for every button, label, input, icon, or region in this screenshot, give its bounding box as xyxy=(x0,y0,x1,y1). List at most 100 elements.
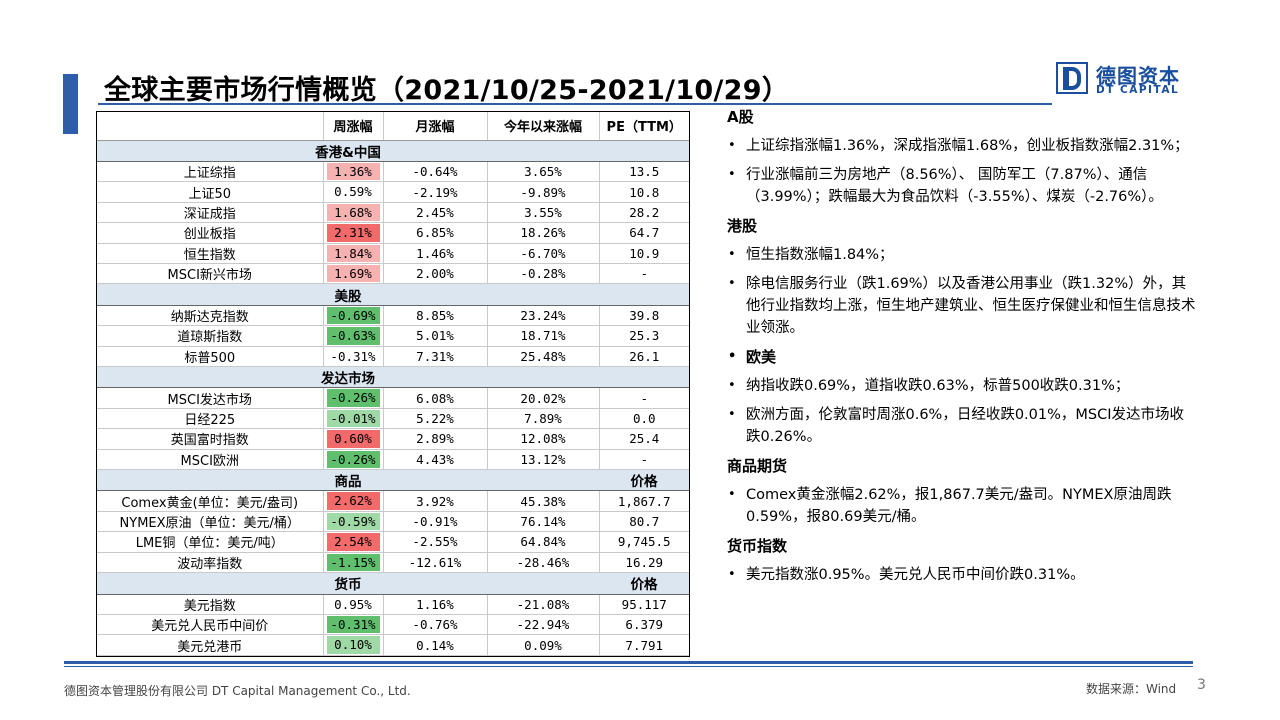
row-week-change: -0.31% xyxy=(323,614,384,636)
market-commentary: A股上证综指涨幅1.36%，深成指涨幅1.68%，创业板指数涨幅2.31%； 行业… xyxy=(727,104,1197,593)
row-pe-or-price: 25.3 xyxy=(599,325,689,347)
row-week-change: 1.84% xyxy=(323,243,384,264)
row-name: 标普500 xyxy=(97,346,324,368)
row-pe-or-price: 0.0 xyxy=(599,408,689,430)
row-ytd-change: 7.89% xyxy=(487,408,600,430)
row-week-change: 0.60% xyxy=(323,428,384,450)
row-ytd-change: 76.14% xyxy=(487,511,600,533)
row-pe-or-price: 7.791 xyxy=(599,634,689,656)
row-week-change: 0.10% xyxy=(323,634,384,656)
category-row: 发达市场 xyxy=(97,365,689,389)
category-row: 商品 价格 xyxy=(97,469,689,492)
row-ytd-change: 0.09% xyxy=(487,634,600,656)
row-name: MSCI欧洲 xyxy=(97,449,324,471)
row-ytd-change: 64.84% xyxy=(487,531,600,553)
row-pe-or-price: - xyxy=(599,263,689,285)
table-row: MSCI新兴市场 1.69% 2.00% -0.28% - xyxy=(97,263,689,285)
section-heading: 商品期货 xyxy=(727,457,788,475)
table-row: 标普500 -0.31% 7.31% 25.48% 26.1 xyxy=(97,346,689,368)
row-name: 美元兑人民币中间价 xyxy=(97,614,324,636)
logo-text-cn: 德图资本 xyxy=(1096,64,1180,88)
week-change-value: -0.69% xyxy=(326,306,380,325)
market-table: 周涨幅 月涨幅 今年以来涨幅 PE（TTM） 香港&中国 上证综指 1.36% -0.… xyxy=(96,111,690,657)
row-name: Comex黄金(单位：美元/盎司) xyxy=(97,490,324,512)
row-week-change: -0.31% xyxy=(323,346,384,368)
table-row: 英国富时指数 0.60% 2.89% 12.08% 25.4 xyxy=(97,428,689,450)
commentary-bullet: 纳指收跌0.69%，道指收跌0.63%，标普500收跌0.31%； xyxy=(727,375,1197,397)
row-month-change: -2.55% xyxy=(383,531,488,553)
row-name: 恒生指数 xyxy=(97,243,324,264)
footer-divider xyxy=(64,661,1193,664)
row-month-change: -0.76% xyxy=(383,614,488,636)
row-week-change: -0.01% xyxy=(323,408,384,430)
page-number: 3 xyxy=(1197,677,1206,693)
category-label: 香港&中国 xyxy=(97,139,599,162)
footer-divider-thin xyxy=(64,666,1193,667)
row-ytd-change: -9.89% xyxy=(487,181,600,203)
row-name: NYMEX原油（单位：美元/桶） xyxy=(97,511,324,533)
row-ytd-change: 18.26% xyxy=(487,222,600,244)
title-accent-bar xyxy=(63,74,78,134)
row-pe-or-price: 26.1 xyxy=(599,346,689,368)
header-month: 月涨幅 xyxy=(383,112,488,141)
row-ytd-change: -28.46% xyxy=(487,552,600,574)
row-month-change: 4.43% xyxy=(383,449,488,471)
row-name: MSCI发达市场 xyxy=(97,387,324,409)
commentary-bullet: 欧洲方面，伦敦富时周涨0.6%，日经收跌0.01%，MSCI发达市场收跌0.26… xyxy=(727,404,1197,448)
commentary-bullet: 行业涨幅前三为房地产（8.56%）、 国防军工（7.87%）、通信（3.99%）… xyxy=(727,164,1197,208)
row-name: 波动率指数 xyxy=(97,552,324,574)
category-price-label xyxy=(599,365,689,389)
week-change-value: 1.84% xyxy=(326,244,380,262)
row-month-change: 1.46% xyxy=(383,243,488,264)
week-change-value: 1.69% xyxy=(326,264,380,283)
header-name xyxy=(97,112,324,141)
row-pe-or-price: 10.8 xyxy=(599,181,689,203)
row-month-change: 3.92% xyxy=(383,490,488,512)
row-month-change: -0.64% xyxy=(383,161,488,183)
week-change-value: 0.59% xyxy=(334,184,372,200)
row-month-change: 1.16% xyxy=(383,594,488,615)
footer-source: 数据来源：Wind xyxy=(1086,682,1177,696)
table-row: MSCI发达市场 -0.26% 6.08% 20.02% - xyxy=(97,387,689,409)
row-ytd-change: 20.02% xyxy=(487,387,600,409)
row-name: 道琼斯指数 xyxy=(97,325,324,347)
table-row: 上证50 0.59% -2.19% -9.89% 10.8 xyxy=(97,181,689,203)
table-row: 纳斯达克指数 -0.69% 8.85% 23.24% 39.8 xyxy=(97,305,689,327)
table-header-row: 周涨幅 月涨幅 今年以来涨幅 PE（TTM） xyxy=(97,112,689,141)
row-month-change: -0.91% xyxy=(383,511,488,533)
row-ytd-change: 25.48% xyxy=(487,346,600,368)
header-pe: PE（TTM） xyxy=(599,112,689,141)
row-pe-or-price: 13.5 xyxy=(599,161,689,183)
page-title: 全球主要市场行情概览（2021/10/25-2021/10/29） xyxy=(104,75,790,106)
category-row: 香港&中国 xyxy=(97,139,689,162)
commentary-bullet: 恒生指数涨幅1.84%； xyxy=(727,244,1197,266)
row-month-change: 5.01% xyxy=(383,325,488,347)
row-week-change: 0.95% xyxy=(323,594,384,615)
row-pe-or-price: 10.9 xyxy=(599,243,689,264)
row-week-change: 2.54% xyxy=(323,531,384,553)
row-ytd-change: 45.38% xyxy=(487,490,600,512)
row-name: 上证综指 xyxy=(97,161,324,183)
header-ytd: 今年以来涨幅 xyxy=(487,112,600,141)
row-week-change: -0.26% xyxy=(323,449,384,471)
row-ytd-change: 3.55% xyxy=(487,202,600,224)
section-heading: A股 xyxy=(727,108,754,126)
category-price-label: 价格 xyxy=(599,469,689,492)
category-price-label: 价格 xyxy=(599,572,689,595)
week-change-value: -0.26% xyxy=(326,450,380,469)
row-week-change: -1.15% xyxy=(323,552,384,574)
table-row: 美元指数 0.95% 1.16% -21.08% 95.117 xyxy=(97,594,689,615)
row-week-change: -0.59% xyxy=(323,511,384,533)
row-month-change: 5.22% xyxy=(383,408,488,430)
week-change-value: 2.31% xyxy=(326,224,380,242)
table-row: 道琼斯指数 -0.63% 5.01% 18.71% 25.3 xyxy=(97,325,689,347)
commentary-bullet: 美元指数涨0.95%。美元兑人民币中间价跌0.31%。 xyxy=(727,564,1197,586)
commentary-bullet: 除电信服务行业（跌1.69%）以及香港公用事业（跌1.32%）外，其他行业指数均… xyxy=(727,273,1197,339)
category-label: 货币 xyxy=(97,572,599,595)
table-row: 创业板指 2.31% 6.85% 18.26% 64.7 xyxy=(97,222,689,244)
dt-logo-icon xyxy=(1056,62,1088,94)
row-pe-or-price: 16.29 xyxy=(599,552,689,574)
row-pe-or-price: 1,867.7 xyxy=(599,490,689,512)
row-week-change: -0.63% xyxy=(323,325,384,347)
row-month-change: 2.00% xyxy=(383,263,488,285)
